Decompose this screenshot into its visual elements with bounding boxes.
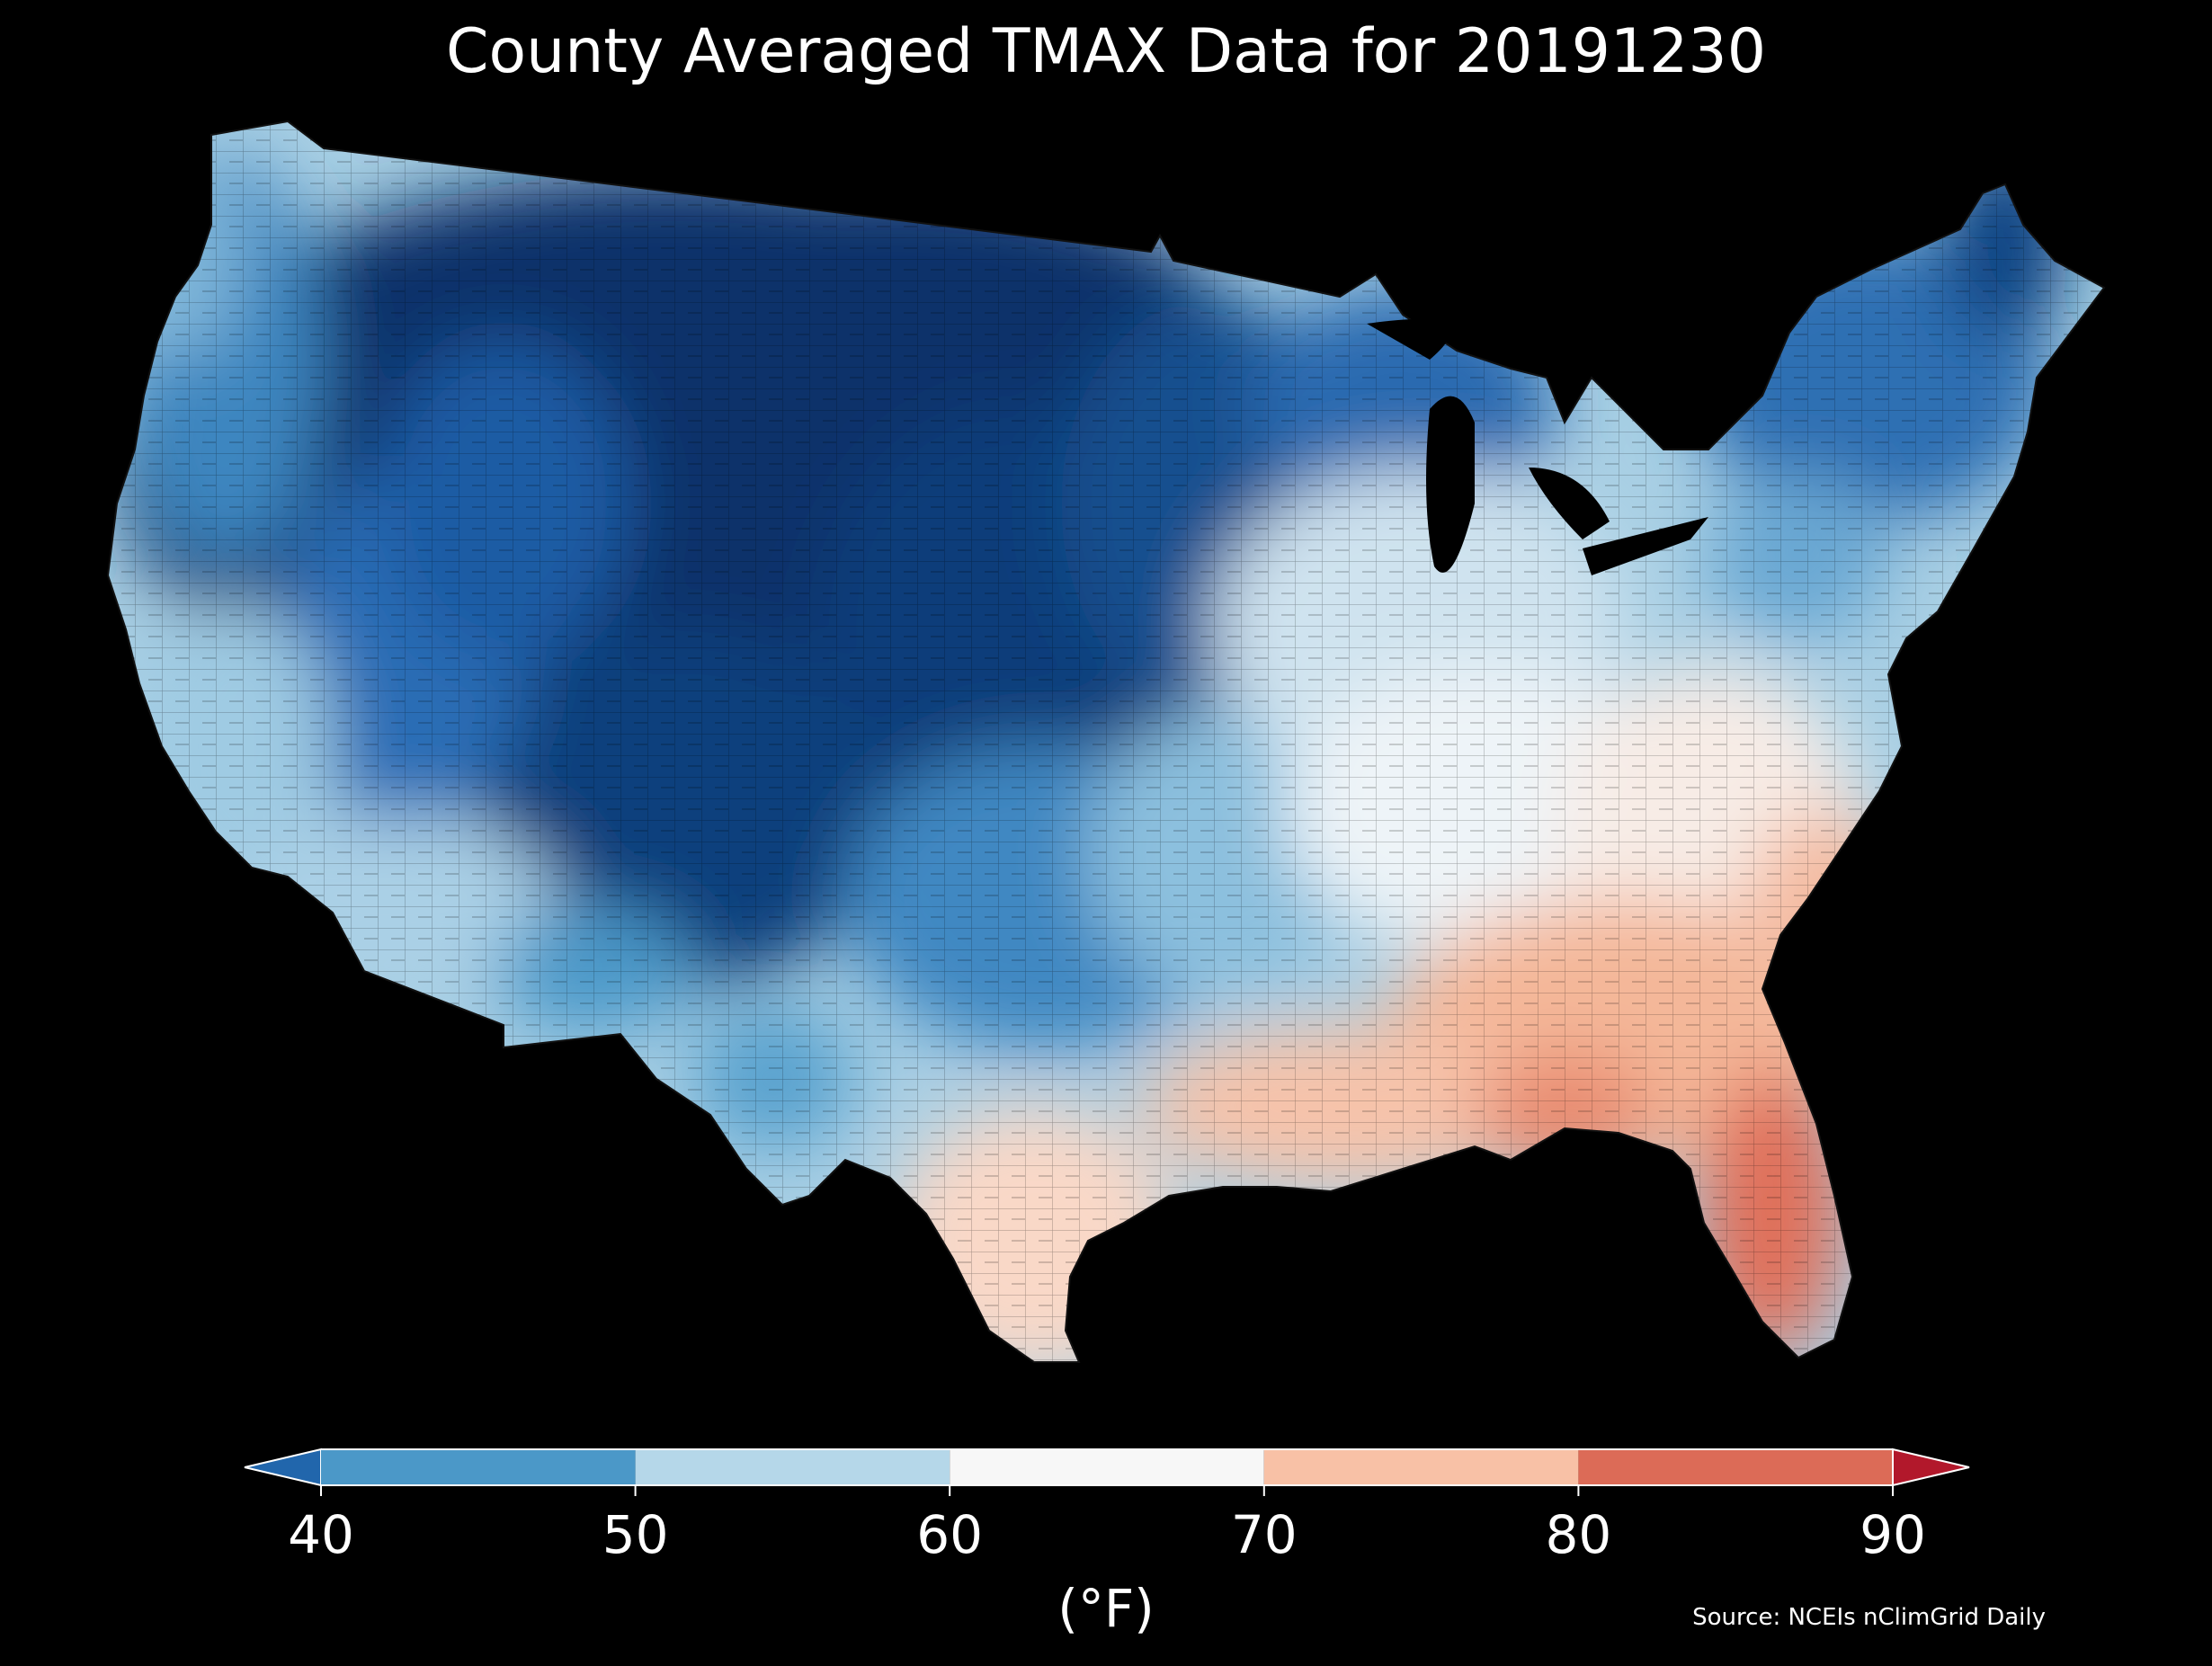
colorbar-under-arrow (244, 1448, 322, 1487)
colorbar-tick-label-70: 70 (1231, 1504, 1298, 1565)
colorbar-unit-label: (°F) (1057, 1578, 1155, 1639)
colorbar-bin-40-50 (321, 1449, 636, 1485)
source-credit: Source: NCEIs nClimGrid Daily (1692, 1604, 2046, 1631)
colorbar-bin-80-90 (1578, 1449, 1893, 1485)
colorbar-over-arrow (1892, 1448, 1970, 1487)
colorbar-tick-label-80: 80 (1545, 1504, 1611, 1565)
colorbar-tick-label-40: 40 (288, 1504, 354, 1565)
colorbar-bin-50-60 (635, 1449, 950, 1485)
lake-superior (1367, 319, 1451, 360)
colorbar-tick-label-90: 90 (1860, 1504, 1926, 1565)
lake-huron (1529, 468, 1610, 539)
lake-michigan (1426, 396, 1475, 573)
colorbar-tick-label-60: 60 (916, 1504, 983, 1565)
colorbar-outline (321, 1448, 1893, 1486)
colorbar-bin-60-70 (950, 1449, 1264, 1485)
colorbar-bins (244, 1448, 1970, 1487)
lake-erie (1583, 517, 1708, 575)
map-title: County Averaged TMAX Data for 20191230 (446, 16, 1766, 87)
colorbar-ticks: 40 50 60 70 80 90 (288, 1485, 1926, 1565)
us-outline (106, 120, 2106, 1363)
colorbar-tick-label-50: 50 (602, 1504, 669, 1565)
colorbar-bin-70-80 (1263, 1449, 1579, 1485)
